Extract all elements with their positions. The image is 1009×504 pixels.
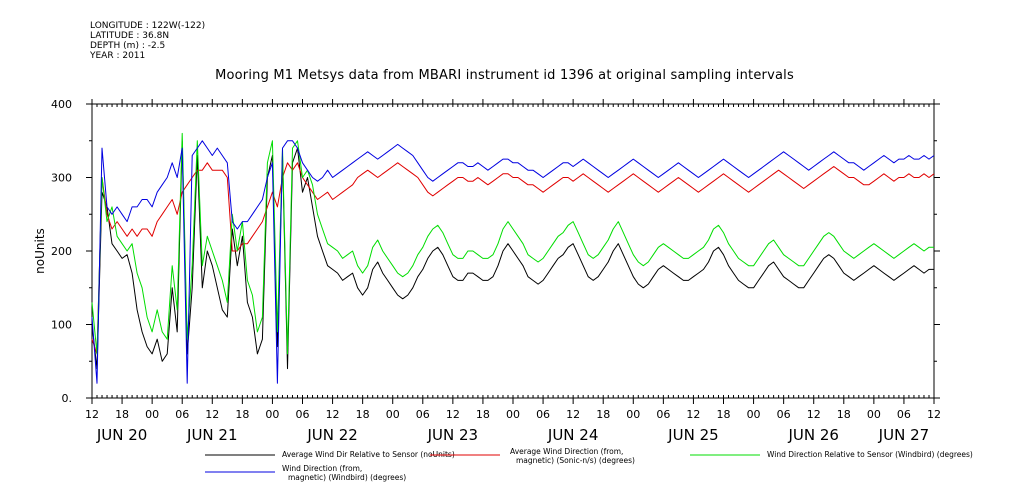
legend-label-1: Average Wind Dir Relative to Sensor (noU…	[282, 450, 455, 459]
x-tick-label: 06	[296, 408, 310, 421]
x-day-label: JUN 20	[96, 426, 147, 444]
x-day-label: JUN 26	[787, 426, 838, 444]
x-tick-label: 12	[326, 408, 340, 421]
x-tick-label: 06	[175, 408, 189, 421]
x-tick-label: 12	[205, 408, 219, 421]
x-tick-label: 00	[265, 408, 279, 421]
legend-label-4: Wind Direction (from,	[282, 464, 362, 473]
x-tick-label: 18	[596, 408, 610, 421]
legend-label-4-line2: magnetic) (Windbird) (degrees)	[288, 473, 406, 482]
y-tick-label: 0.	[62, 392, 73, 405]
x-tick-label: 06	[536, 408, 550, 421]
x-tick-label: 00	[506, 408, 520, 421]
longitude-text: LONGITUDE : 122W(-122)	[90, 21, 206, 31]
x-tick-label: 18	[235, 408, 249, 421]
x-day-label: JUN 22	[306, 426, 357, 444]
x-day-label: JUN 25	[667, 426, 718, 444]
x-tick-label: 18	[476, 408, 490, 421]
x-tick-label: 06	[777, 408, 791, 421]
latitude-text: LATITUDE : 36.8N	[90, 31, 170, 41]
x-tick-label: 12	[85, 408, 99, 421]
x-tick-label: 12	[566, 408, 580, 421]
x-day-label: JUN 27	[878, 426, 929, 444]
legend: Average Wind Dir Relative to Sensor (noU…	[205, 447, 973, 482]
series-layer	[91, 132, 935, 384]
x-tick-label: 00	[626, 408, 640, 421]
x-tick-label: 00	[145, 408, 159, 421]
x-tick-label: 06	[897, 408, 911, 421]
series-line-2	[91, 162, 935, 355]
x-tick-label: 18	[356, 408, 370, 421]
y-tick-label: 200	[51, 245, 72, 258]
legend-label-3: Wind Direction Relative to Sensor (Windb…	[767, 450, 973, 459]
series-line-4	[91, 140, 935, 384]
x-tick-label: 06	[656, 408, 670, 421]
y-tick-label: 300	[51, 172, 72, 185]
chart-title: Mooring M1 Metsys data from MBARI instru…	[215, 68, 794, 83]
x-tick-label: 12	[446, 408, 460, 421]
x-tick-label: 00	[386, 408, 400, 421]
series-line-3	[91, 132, 934, 355]
y-tick-label: 100	[51, 319, 72, 332]
legend-label-2: Average Wind Direction (from,	[510, 447, 623, 456]
x-tick-label: 12	[807, 408, 821, 421]
x-tick-label: 06	[416, 408, 430, 421]
y-axis-label: noUnits	[33, 228, 47, 274]
x-day-label: JUN 23	[427, 426, 478, 444]
metadata-block: LONGITUDE : 122W(-122) LATITUDE : 36.8N …	[90, 21, 205, 61]
x-tick-label: 12	[927, 408, 941, 421]
x-day-label: JUN 21	[186, 426, 237, 444]
x-tick-label: 12	[686, 408, 700, 421]
x-day-label: JUN 24	[547, 426, 598, 444]
year-text: YEAR : 2011	[90, 51, 146, 61]
legend-label-2-line2: magnetic) (Sonic-n/s) (degrees)	[516, 456, 635, 465]
depth-text: DEPTH (m) : -2.5	[90, 41, 166, 51]
x-tick-label: 00	[867, 408, 881, 421]
y-tick-label: 400	[51, 98, 72, 111]
x-tick-label: 18	[717, 408, 731, 421]
x-tick-label: 00	[747, 408, 761, 421]
series-line-1	[91, 140, 934, 370]
axis-layer: 0. 100 200 300 400 noUnits 12 18 00 06 12 18 00 06 12 1…	[33, 98, 941, 444]
x-tick-label: 18	[837, 408, 851, 421]
x-tick-label: 18	[115, 408, 129, 421]
